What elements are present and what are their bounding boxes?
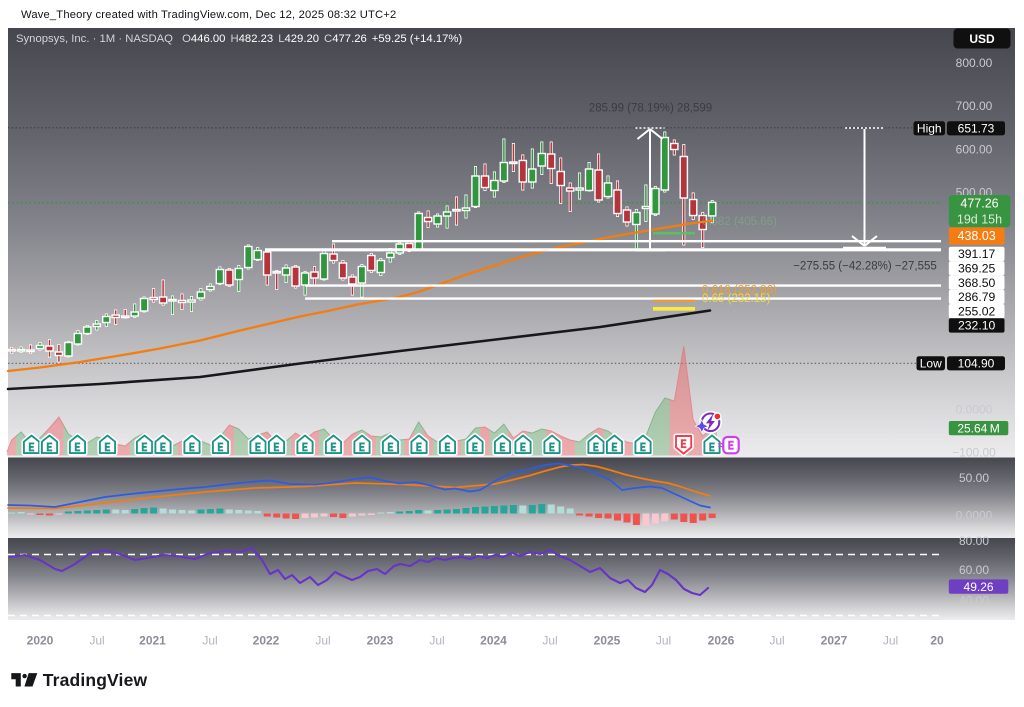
svg-text:Jul: Jul — [89, 634, 104, 648]
svg-text:286.79: 286.79 — [958, 290, 995, 304]
svg-text:Jul: Jul — [429, 634, 444, 648]
svg-text:Wave_Theory created with Tradi: Wave_Theory created with TradingView.com… — [21, 9, 396, 21]
svg-text:0.65 (232.15): 0.65 (232.15) — [702, 293, 771, 305]
svg-text:−100.00: −100.00 — [952, 446, 996, 460]
svg-text:800.00: 800.00 — [956, 56, 993, 70]
svg-text:285.99 (78.19%) 28,599: 285.99 (78.19%) 28,599 — [589, 103, 712, 115]
svg-text:2021: 2021 — [139, 634, 166, 648]
svg-text:Synopsys, Inc. · 1M · NASDAQ O: Synopsys, Inc. · 1M · NASDAQ O446.00 H482… — [16, 33, 462, 45]
svg-text:700.00: 700.00 — [956, 99, 993, 113]
svg-text:391.17: 391.17 — [958, 247, 995, 261]
svg-text:−275.55 (−42.28%) −27,555: −275.55 (−42.28%) −27,555 — [793, 261, 937, 273]
svg-text:2023: 2023 — [367, 634, 394, 648]
svg-text:Low: Low — [920, 357, 942, 371]
svg-text:0.0000: 0.0000 — [956, 509, 993, 523]
svg-text:20: 20 — [930, 634, 944, 648]
svg-text:49.26: 49.26 — [964, 580, 994, 594]
svg-text:104.90: 104.90 — [958, 357, 995, 371]
svg-text:2022: 2022 — [253, 634, 280, 648]
svg-text:2027: 2027 — [821, 634, 848, 648]
svg-text:0.382 (405.66): 0.382 (405.66) — [702, 216, 777, 228]
svg-text:2025: 2025 — [594, 634, 621, 648]
svg-text:Jul: Jul — [202, 634, 217, 648]
svg-text:255.02: 255.02 — [958, 304, 995, 318]
svg-text:2024: 2024 — [480, 634, 507, 648]
svg-text:368.50: 368.50 — [958, 276, 995, 290]
svg-text:438.03: 438.03 — [958, 229, 996, 243]
svg-text:50.00: 50.00 — [959, 471, 989, 485]
svg-text:232.10: 232.10 — [958, 319, 995, 333]
svg-text:80.00: 80.00 — [959, 534, 989, 548]
svg-text:≈: ≈ — [718, 438, 725, 452]
svg-text:Jul: Jul — [883, 634, 898, 648]
svg-text:25.64 M: 25.64 M — [957, 421, 999, 435]
svg-text:Jul: Jul — [769, 634, 784, 648]
svg-text:TradingView: TradingView — [43, 670, 148, 690]
svg-text:USD: USD — [969, 32, 995, 46]
svg-text:369.25: 369.25 — [958, 261, 995, 275]
svg-text:0.618 (252.86): 0.618 (252.86) — [702, 285, 777, 297]
svg-text:60.00: 60.00 — [959, 563, 989, 577]
svg-text:477.26: 477.26 — [960, 196, 998, 210]
svg-text:Jul: Jul — [542, 634, 557, 648]
svg-text:651.73: 651.73 — [958, 122, 995, 136]
svg-text:19d 15h: 19d 15h — [957, 213, 1002, 227]
svg-text:Jul: Jul — [315, 634, 330, 648]
svg-text:40.00: 40.00 — [959, 594, 989, 608]
svg-text:2026: 2026 — [708, 634, 735, 648]
svg-text:High: High — [917, 122, 942, 136]
svg-text:2020: 2020 — [27, 634, 54, 648]
svg-text:0.0000: 0.0000 — [956, 402, 993, 416]
svg-text:Jul: Jul — [656, 634, 671, 648]
svg-text:600.00: 600.00 — [956, 142, 993, 156]
